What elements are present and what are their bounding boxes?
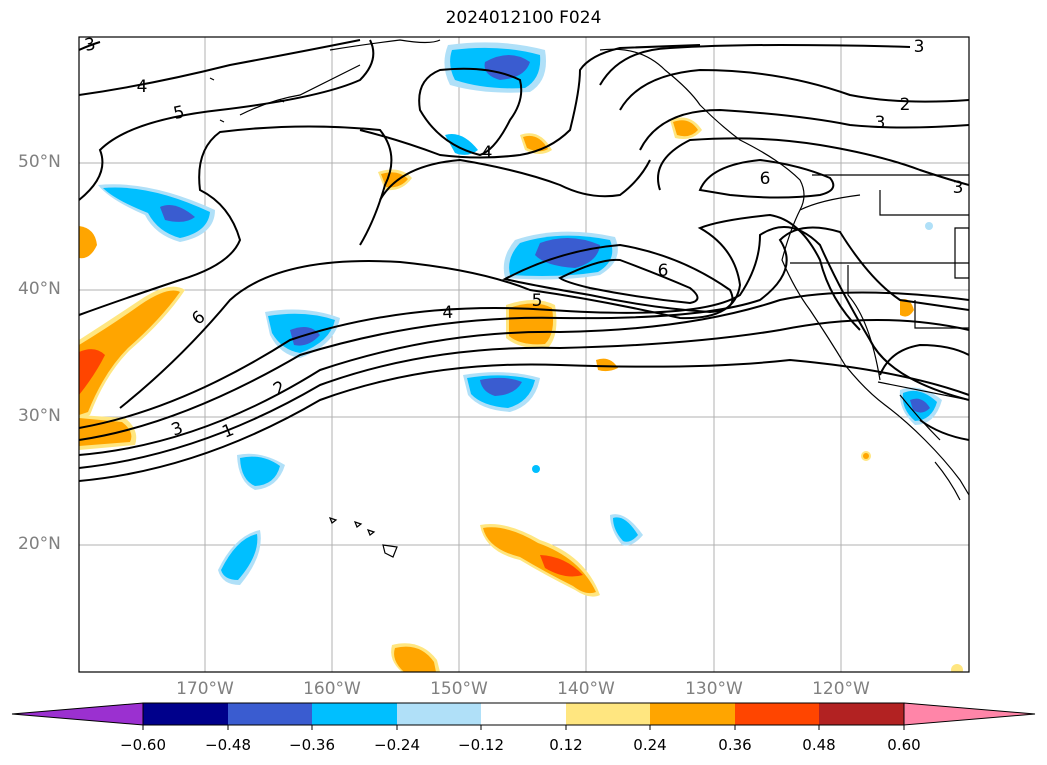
map-title: 2024012100 F024 bbox=[445, 8, 602, 28]
lon-label-170w: 170°W bbox=[176, 679, 234, 699]
contour-lines bbox=[79, 39, 969, 482]
contour-label: 4 bbox=[442, 303, 454, 324]
colorbar-tick-label: −0.48 bbox=[205, 736, 251, 754]
contour-label: 6 bbox=[760, 169, 771, 189]
contour-label: 3 bbox=[953, 178, 964, 198]
colorbar-tick-label: −0.36 bbox=[289, 736, 335, 754]
lon-label-120w: 120°W bbox=[812, 679, 870, 699]
colorbar-max-arrow bbox=[903, 702, 1036, 726]
colorbar-tick-label: −0.12 bbox=[458, 736, 504, 754]
lon-label-150w: 150°W bbox=[430, 679, 488, 699]
colorbar-tick-label: −0.24 bbox=[374, 736, 420, 754]
lat-label-30n: 30°N bbox=[18, 406, 61, 426]
lon-label-140w: 140°W bbox=[557, 679, 615, 699]
map-frame bbox=[78, 36, 970, 673]
contour-label: 5 bbox=[172, 102, 187, 124]
colorbar-tick-label: −0.60 bbox=[120, 736, 166, 754]
colorbar-tick-label: 0.12 bbox=[549, 736, 583, 754]
contour-label: 5 bbox=[532, 291, 543, 311]
contour-label: 3 bbox=[875, 113, 886, 133]
map-plot-area: 3 4 5 6 4 5 6 4 2 3 1 2 3 6 3 3 bbox=[79, 34, 969, 672]
orange-patch-west bbox=[79, 286, 185, 420]
lat-label-40n: 40°N bbox=[18, 279, 61, 299]
colorbar-min-arrow bbox=[11, 702, 144, 726]
contour-label: 3 bbox=[83, 34, 97, 56]
contour-label: 3 bbox=[914, 37, 925, 57]
contour-label: 4 bbox=[137, 77, 148, 97]
colorbar-tick-label: 0.48 bbox=[802, 736, 836, 754]
colorbar bbox=[11, 702, 1036, 730]
negative-anomaly-patches bbox=[98, 42, 942, 585]
positive-anomaly-patches bbox=[79, 117, 963, 672]
lon-label-130w: 130°W bbox=[685, 679, 743, 699]
colorbar-tick-label: 0.24 bbox=[633, 736, 667, 754]
lat-label-20n: 20°N bbox=[18, 534, 61, 554]
lat-label-50n: 50°N bbox=[18, 152, 61, 172]
colorbar-tick-label: 0.36 bbox=[718, 736, 752, 754]
contour-label: 6 bbox=[658, 261, 669, 281]
colorbar-tick-label: 0.60 bbox=[887, 736, 921, 754]
contour-label: 2 bbox=[900, 95, 911, 115]
lon-label-160w: 160°W bbox=[303, 679, 361, 699]
contour-label: 4 bbox=[482, 143, 493, 163]
